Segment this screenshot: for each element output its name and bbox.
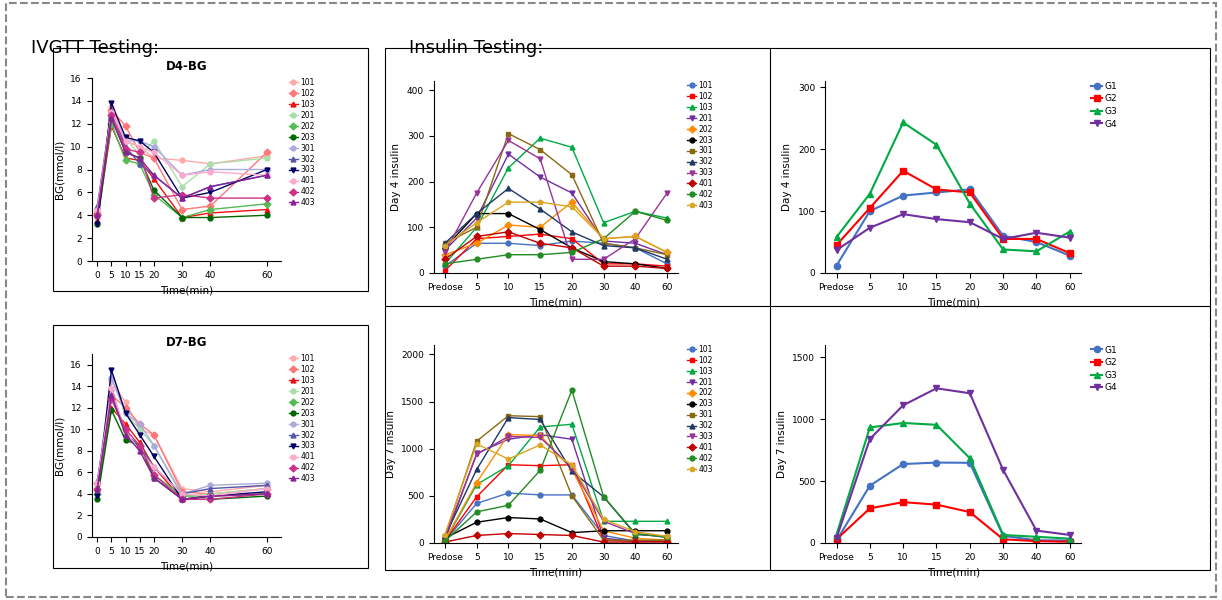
Legend: 101, 102, 103, 201, 202, 203, 301, 302, 303, 401, 402, 403: 101, 102, 103, 201, 202, 203, 301, 302, … [288, 354, 315, 483]
Y-axis label: Day 7 insulin: Day 7 insulin [385, 410, 396, 478]
Title: D7-BG: D7-BG [166, 335, 207, 349]
Text: Insulin Testing:: Insulin Testing: [409, 39, 544, 57]
Text: IVGTT Testing:: IVGTT Testing: [31, 39, 159, 57]
Legend: 101, 102, 103, 201, 202, 203, 301, 302, 303, 401, 402, 403: 101, 102, 103, 201, 202, 203, 301, 302, … [288, 78, 315, 207]
Y-axis label: BG(mmol/l): BG(mmol/l) [55, 140, 65, 199]
Y-axis label: Day 7 insulin: Day 7 insulin [776, 410, 787, 478]
Legend: 101, 102, 103, 201, 202, 203, 301, 302, 303, 401, 402, 403: 101, 102, 103, 201, 202, 203, 301, 302, … [687, 345, 712, 474]
Legend: G1, G2, G3, G4: G1, G2, G3, G4 [1091, 82, 1117, 128]
X-axis label: Time(min): Time(min) [160, 561, 213, 571]
Title: D4-BG: D4-BG [165, 59, 208, 73]
X-axis label: Time(min): Time(min) [926, 297, 980, 307]
X-axis label: Time(min): Time(min) [926, 567, 980, 577]
Y-axis label: Day 4 insulin: Day 4 insulin [391, 143, 401, 211]
Y-axis label: Day 4 insulin: Day 4 insulin [782, 143, 792, 211]
X-axis label: Time(min): Time(min) [529, 297, 583, 307]
X-axis label: Time(min): Time(min) [529, 567, 583, 577]
Y-axis label: BG(mmol/l): BG(mmol/l) [55, 416, 65, 475]
X-axis label: Time(min): Time(min) [160, 285, 213, 295]
Legend: G1, G2, G3, G4: G1, G2, G3, G4 [1091, 346, 1117, 392]
Legend: 101, 102, 103, 201, 202, 203, 301, 302, 303, 401, 402, 403: 101, 102, 103, 201, 202, 203, 301, 302, … [687, 81, 712, 210]
